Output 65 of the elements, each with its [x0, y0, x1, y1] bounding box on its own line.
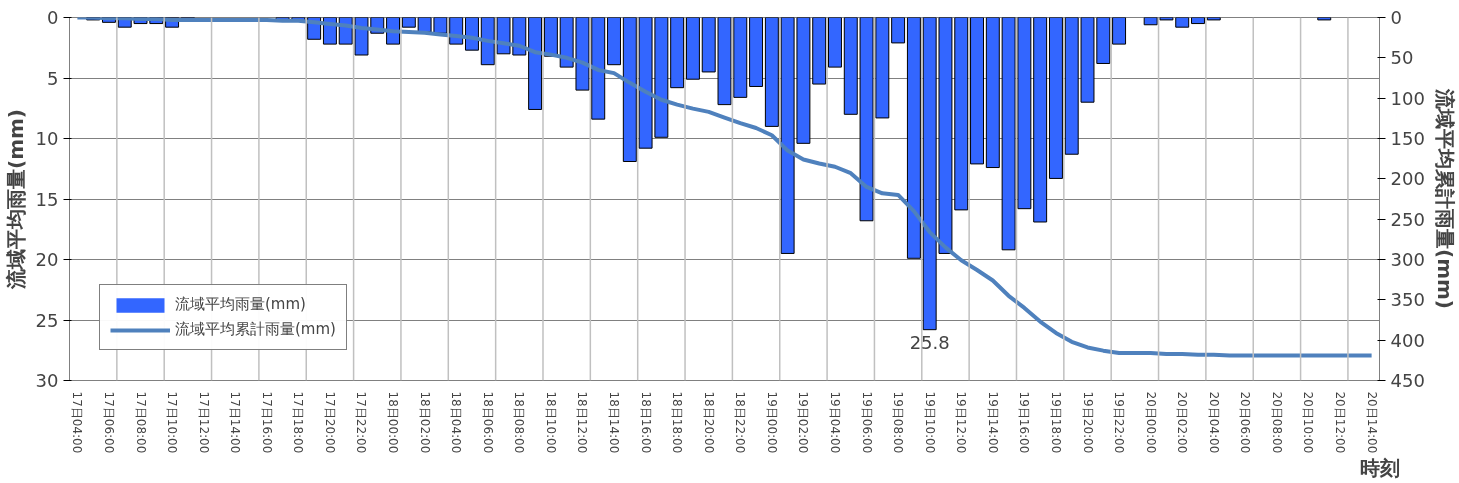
- legend-label: 流域平均雨量(mm): [175, 295, 306, 314]
- y2-tick-label: 450: [1390, 370, 1425, 391]
- x-tick-label: 19日22:00: [1112, 391, 1127, 454]
- x-tick-label: 19日10:00: [922, 391, 937, 454]
- x-tick-label: 17日10:00: [165, 391, 180, 454]
- x-tick-label: 17日14:00: [228, 391, 243, 454]
- x-tick-label: 17日04:00: [70, 391, 85, 454]
- x-tick-label: 20日00:00: [1143, 391, 1158, 454]
- x-tick-label: 20日12:00: [1333, 391, 1348, 454]
- y2-tick-label: 100: [1390, 87, 1425, 109]
- legend-label: 流域平均累計雨量(mm): [175, 320, 336, 339]
- x-tick-label: 19日14:00: [985, 391, 1000, 454]
- x-tick-label: 18日02:00: [417, 391, 432, 454]
- y2-tick-label: 400: [1390, 329, 1425, 351]
- y-tick-label: 20: [35, 249, 59, 270]
- x-tick-label: 19日08:00: [891, 391, 906, 454]
- x-tick-label: 20日10:00: [1301, 391, 1316, 454]
- y-tick-label: 5: [47, 67, 59, 89]
- x-tick-label: 18日18:00: [670, 391, 685, 454]
- y2-tick-label: 200: [1390, 168, 1425, 190]
- y2-tick-label: 350: [1390, 289, 1425, 311]
- x-tick-label: 18日08:00: [512, 391, 527, 454]
- x-tick-label: 20日14:00: [1364, 391, 1379, 454]
- y-tick-label: 15: [35, 188, 59, 210]
- y-tick-label: 10: [35, 128, 59, 149]
- x-tick-label: 18日20:00: [701, 391, 716, 454]
- y-tick-label: 30: [35, 370, 59, 391]
- y-tick-label: 0: [47, 7, 59, 28]
- x-tick-label: 19日18:00: [1048, 391, 1063, 454]
- x-tick-label: 17日20:00: [322, 391, 337, 454]
- y2-tick-label: 300: [1390, 249, 1425, 270]
- x-tick-label: 20日02:00: [1175, 391, 1190, 454]
- x-tick-label: 19日20:00: [1080, 391, 1095, 454]
- x-tick-label: 17日16:00: [259, 391, 274, 454]
- x-tick-label: 18日14:00: [607, 391, 622, 454]
- x-tick-label: 17日22:00: [354, 391, 369, 454]
- x-tick-label: 17日06:00: [101, 391, 116, 454]
- y2-tick-label: 50: [1390, 47, 1414, 69]
- x-tick-label: 19日04:00: [827, 391, 842, 454]
- x-tick-label: 19日16:00: [1017, 391, 1032, 454]
- x-tick-label: 17日08:00: [133, 391, 148, 454]
- y2-tick-label: 150: [1390, 128, 1425, 149]
- y-tick-label: 25: [35, 309, 59, 331]
- x-tick-label: 18日00:00: [386, 391, 401, 454]
- x-tick-label: 20日06:00: [1238, 391, 1253, 454]
- y2-axis-title: 流域平均累計雨量(mm): [1432, 88, 1457, 309]
- y2-tick-label: 250: [1390, 208, 1425, 230]
- x-tick-label: 18日12:00: [575, 391, 590, 454]
- x-tick-label: 20日04:00: [1206, 391, 1221, 454]
- x-tick-label: 19日00:00: [764, 391, 779, 454]
- y2-tick-label: 0: [1390, 7, 1402, 28]
- x-tick-label: 18日22:00: [733, 391, 748, 454]
- x-tick-label: 18日04:00: [449, 391, 464, 454]
- x-tick-label: 17日12:00: [196, 391, 211, 454]
- x-tick-label: 17日18:00: [291, 391, 306, 454]
- x-tick-label: 19日06:00: [859, 391, 874, 454]
- x-tick-label: 18日16:00: [638, 391, 653, 454]
- y-axis-title: 流域平均雨量(mm): [3, 109, 28, 290]
- x-tick-label: 19日02:00: [796, 391, 811, 454]
- x-tick-label: 18日10:00: [543, 391, 558, 454]
- annotation: 25.8: [909, 331, 950, 353]
- x-tick-label: 18日06:00: [480, 391, 495, 454]
- x-tick-label: 19日12:00: [954, 391, 969, 454]
- x-tick-label: 20日08:00: [1269, 391, 1284, 454]
- x-axis-title: 時刻: [1359, 456, 1400, 481]
